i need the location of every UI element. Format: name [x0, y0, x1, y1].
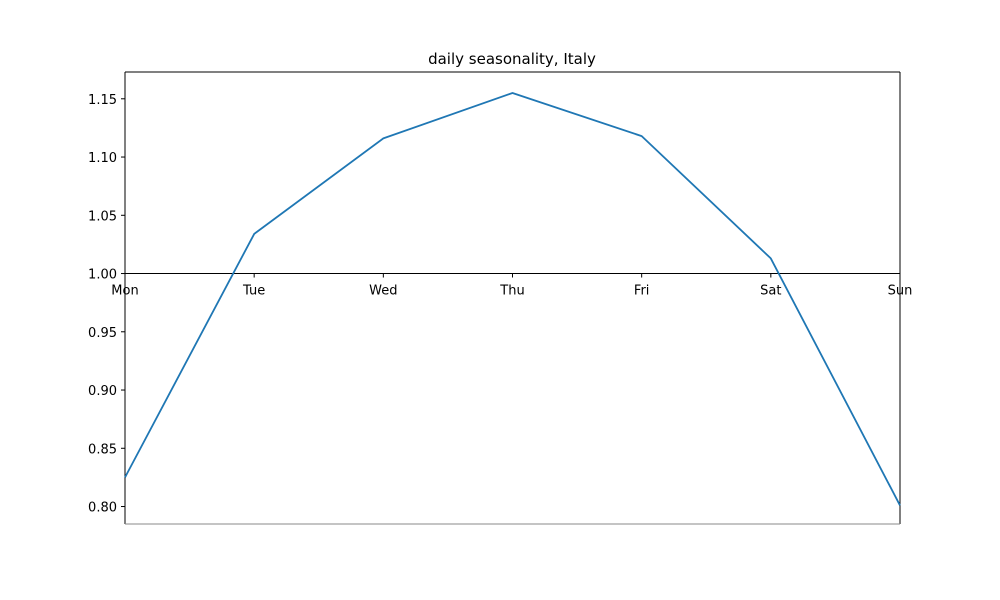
y-tick-label: 1.00 — [88, 268, 117, 283]
x-tick-label: Fri — [634, 284, 650, 299]
y-tick-label: 0.85 — [88, 442, 117, 457]
x-tick-label: Mon — [111, 284, 138, 299]
x-tick-label: Sun — [888, 284, 913, 299]
x-tick-label: Tue — [242, 284, 265, 299]
y-tick-label: 1.10 — [88, 151, 117, 166]
y-tick-label: 0.95 — [88, 326, 117, 341]
y-tick-label: 1.15 — [88, 93, 117, 108]
series-line — [124, 92, 901, 506]
chart-title: daily seasonality, Italy — [428, 50, 596, 68]
x-tick-label: Sat — [760, 284, 781, 299]
y-tick-label: 0.80 — [88, 501, 117, 516]
x-tick-label: Wed — [369, 284, 397, 299]
y-tick-label: 1.05 — [88, 209, 117, 224]
y-tick-label: 0.90 — [88, 384, 117, 399]
x-tick-label: Thu — [499, 284, 524, 299]
